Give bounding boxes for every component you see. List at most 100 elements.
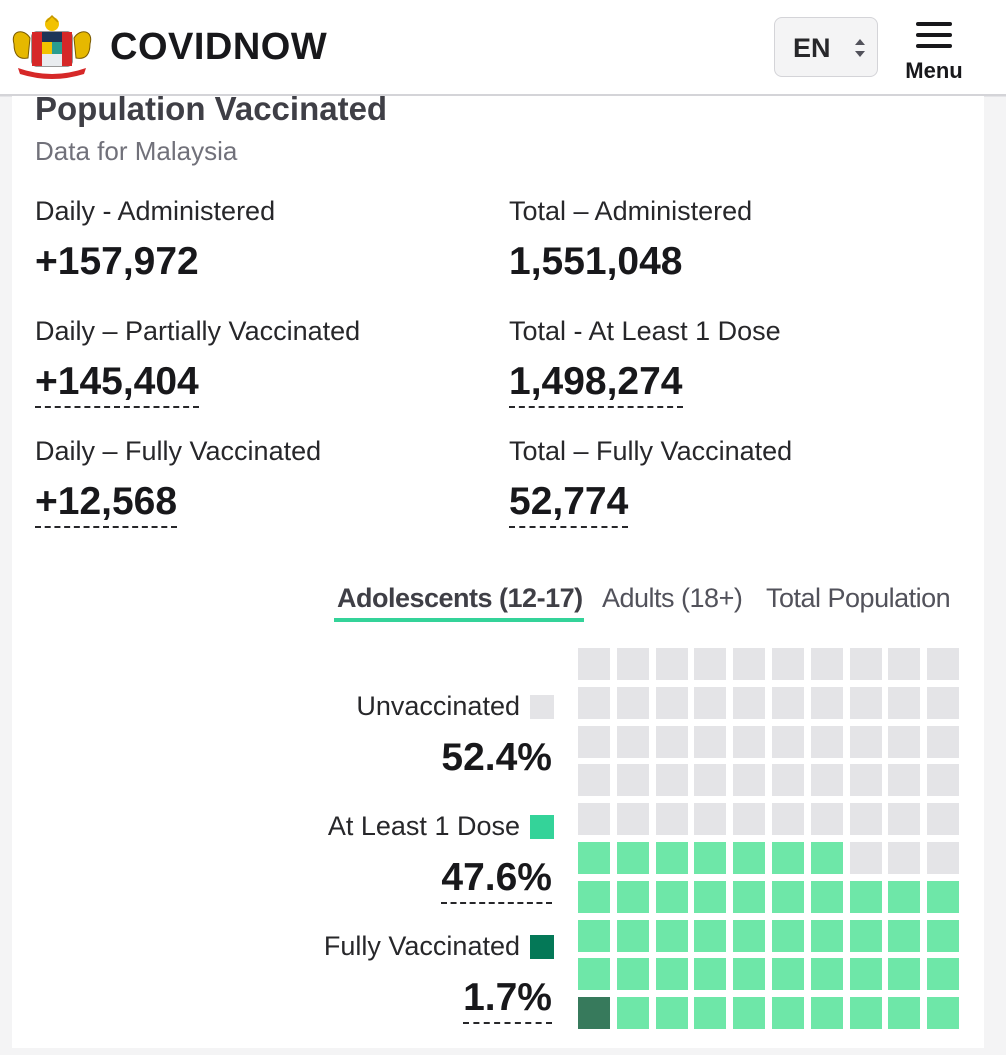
waffle-cell-first-dose — [656, 920, 688, 952]
stat-value-total-first-dose[interactable]: 1,498,274 — [509, 360, 683, 408]
waffle-cell-unvaccinated — [694, 803, 726, 835]
waffle-cell-unvaccinated — [850, 764, 882, 796]
menu-button[interactable]: Menu — [898, 18, 970, 88]
waffle-cell-unvaccinated — [850, 803, 882, 835]
waffle-cell-unvaccinated — [888, 803, 920, 835]
legend-label-fully-vaccinated: Fully Vaccinated — [323, 931, 520, 961]
waffle-cell-unvaccinated — [617, 726, 649, 758]
waffle-cell-unvaccinated — [927, 687, 959, 719]
waffle-cell-first-dose — [694, 997, 726, 1029]
tab-adults[interactable]: Adults (18+) — [602, 583, 743, 613]
waffle-cell-unvaccinated — [927, 764, 959, 796]
section-title: Population Vaccinated — [35, 90, 388, 127]
waffle-cell-first-dose — [888, 881, 920, 913]
waffle-cell-first-dose — [850, 881, 882, 913]
stat-label-total-administered: Total – Administered — [509, 196, 753, 226]
language-select[interactable]: EN — [774, 17, 878, 77]
waffle-cell-first-dose — [772, 997, 804, 1029]
waffle-cell-unvaccinated — [927, 842, 959, 874]
waffle-cell-unvaccinated — [772, 687, 804, 719]
waffle-cell-unvaccinated — [733, 648, 765, 680]
waffle-cell-fully-vaccinated — [578, 997, 610, 1029]
waffle-cell-unvaccinated — [656, 687, 688, 719]
language-value: EN — [793, 33, 831, 63]
waffle-cell-first-dose — [578, 958, 610, 990]
legend-label-unvaccinated: Unvaccinated — [356, 691, 520, 721]
waffle-cell-unvaccinated — [733, 687, 765, 719]
waffle-cell-unvaccinated — [733, 726, 765, 758]
waffle-cell-first-dose — [850, 997, 882, 1029]
waffle-cell-unvaccinated — [888, 842, 920, 874]
waffle-cell-unvaccinated — [656, 648, 688, 680]
waffle-cell-unvaccinated — [811, 764, 843, 796]
menu-label: Menu — [905, 58, 963, 83]
legend-swatch-fully-vaccinated — [530, 935, 554, 959]
tab-total-population[interactable]: Total Population — [766, 583, 951, 613]
waffle-cell-unvaccinated — [850, 726, 882, 758]
brand-title[interactable]: COVIDNOW — [110, 26, 328, 68]
waffle-cell-unvaccinated — [656, 803, 688, 835]
legend-value-first-dose[interactable]: 47.6% — [441, 856, 552, 904]
waffle-cell-unvaccinated — [617, 687, 649, 719]
waffle-cell-unvaccinated — [927, 648, 959, 680]
waffle-cell-first-dose — [578, 920, 610, 952]
waffle-cell-first-dose — [772, 920, 804, 952]
stat-value-total-full[interactable]: 52,774 — [509, 480, 629, 528]
waffle-cell-first-dose — [811, 881, 843, 913]
waffle-cell-first-dose — [811, 958, 843, 990]
waffle-cell-first-dose — [578, 881, 610, 913]
waffle-cell-unvaccinated — [888, 764, 920, 796]
legend-swatch-unvaccinated — [530, 695, 554, 719]
waffle-cell-first-dose — [888, 958, 920, 990]
waffle-cell-first-dose — [888, 920, 920, 952]
waffle-cell-first-dose — [617, 997, 649, 1029]
waffle-cell-unvaccinated — [617, 803, 649, 835]
legend-value-fully-vaccinated[interactable]: 1.7% — [463, 976, 552, 1024]
waffle-cell-unvaccinated — [578, 648, 610, 680]
waffle-cell-unvaccinated — [927, 803, 959, 835]
up-down-arrows-icon — [855, 39, 865, 57]
stat-value-daily-administered: +157,972 — [35, 240, 199, 283]
waffle-cell-first-dose — [656, 881, 688, 913]
waffle-cell-unvaccinated — [888, 648, 920, 680]
waffle-cell-unvaccinated — [888, 687, 920, 719]
top-nav-bar: COVIDNOW EN Menu — [0, 0, 1006, 96]
waffle-cell-unvaccinated — [617, 764, 649, 796]
waffle-cell-first-dose — [733, 958, 765, 990]
hamburger-icon — [916, 22, 952, 48]
stat-label-daily-full: Daily – Fully Vaccinated — [35, 436, 322, 466]
waffle-cell-first-dose — [578, 842, 610, 874]
waffle-cell-first-dose — [617, 842, 649, 874]
active-tab-indicator — [334, 618, 584, 622]
waffle-cell-unvaccinated — [811, 648, 843, 680]
waffle-cell-first-dose — [850, 958, 882, 990]
waffle-cell-first-dose — [811, 997, 843, 1029]
legend-label-first-dose: At Least 1 Dose — [327, 811, 520, 841]
waffle-cell-unvaccinated — [694, 764, 726, 796]
waffle-cell-unvaccinated — [578, 803, 610, 835]
waffle-cell-first-dose — [656, 842, 688, 874]
waffle-cell-first-dose — [927, 881, 959, 913]
waffle-cell-unvaccinated — [578, 726, 610, 758]
waffle-cell-first-dose — [656, 997, 688, 1029]
waffle-cell-unvaccinated — [772, 803, 804, 835]
waffle-cell-unvaccinated — [617, 648, 649, 680]
stat-label-total-first-dose: Total - At Least 1 Dose — [509, 316, 781, 346]
waffle-cell-unvaccinated — [772, 726, 804, 758]
waffle-cell-first-dose — [811, 842, 843, 874]
waffle-cell-first-dose — [927, 920, 959, 952]
stat-label-daily-administered: Daily - Administered — [35, 196, 276, 226]
waffle-cell-first-dose — [772, 958, 804, 990]
waffle-cell-first-dose — [733, 881, 765, 913]
stat-value-daily-partial[interactable]: +145,404 — [35, 360, 199, 408]
waffle-cell-first-dose — [772, 881, 804, 913]
waffle-cell-unvaccinated — [578, 687, 610, 719]
waffle-chart — [578, 648, 960, 1030]
waffle-cell-first-dose — [694, 958, 726, 990]
stat-value-daily-full[interactable]: +12,568 — [35, 480, 178, 528]
stat-value-total-administered: 1,551,048 — [509, 240, 683, 283]
legend-value-unvaccinated: 52.4% — [441, 736, 552, 779]
waffle-cell-first-dose — [811, 920, 843, 952]
tab-adolescents[interactable]: Adolescents (12-17) — [337, 583, 583, 613]
malaysia-coat-of-arms-logo[interactable] — [8, 14, 96, 80]
